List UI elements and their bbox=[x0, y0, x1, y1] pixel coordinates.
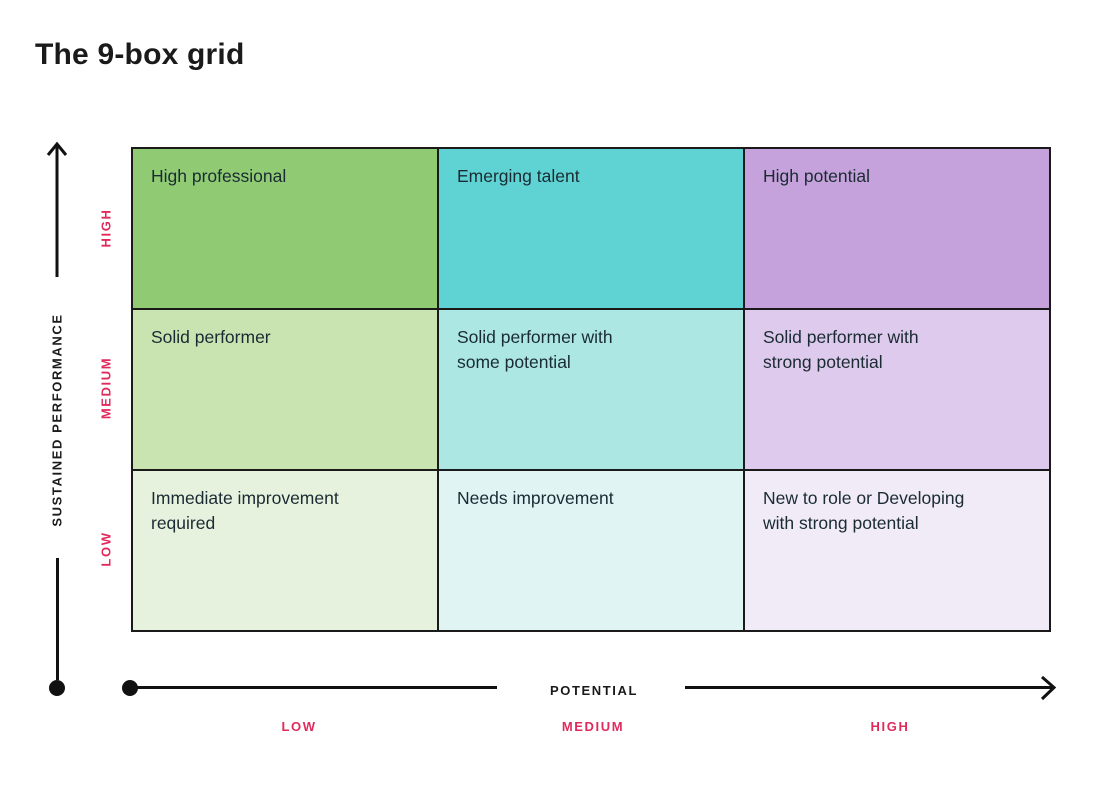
cell-solid-performer: Solid performer bbox=[133, 310, 437, 469]
cell-label: Solid performer with strong potential bbox=[763, 327, 919, 373]
cell-emerging-talent: Emerging talent bbox=[439, 149, 743, 308]
page-title: The 9-box grid bbox=[35, 38, 245, 71]
x-axis-arrow-icon bbox=[685, 675, 1057, 701]
x-axis-title: POTENTIAL bbox=[549, 683, 639, 698]
cell-label: New to role or Developing with strong po… bbox=[763, 488, 965, 534]
cell-solid-performer-some-potential: Solid performer with some potential bbox=[439, 310, 743, 469]
x-axis-line-left bbox=[130, 686, 497, 689]
cell-label: High professional bbox=[151, 166, 287, 186]
y-axis-arrow-icon bbox=[46, 141, 68, 277]
cell-label: Emerging talent bbox=[457, 166, 580, 186]
cell-label: High potential bbox=[763, 166, 871, 186]
x-tick-high: HIGH bbox=[870, 719, 910, 734]
nine-box-grid: High professional Emerging talent High p… bbox=[131, 147, 1051, 632]
cell-needs-improvement: Needs improvement bbox=[439, 471, 743, 630]
cell-new-to-role-developing: New to role or Developing with strong po… bbox=[745, 471, 1049, 630]
cell-immediate-improvement-required: Immediate improvement required bbox=[133, 471, 437, 630]
y-axis-origin-dot bbox=[49, 680, 65, 696]
y-axis-line bbox=[56, 558, 59, 680]
cell-label: Immediate improvement required bbox=[151, 488, 339, 534]
cell-solid-performer-strong-potential: Solid performer with strong potential bbox=[745, 310, 1049, 469]
cell-label: Solid performer bbox=[151, 327, 271, 347]
x-tick-medium: MEDIUM bbox=[561, 719, 625, 734]
cell-high-professional: High professional bbox=[133, 149, 437, 308]
cell-high-potential: High potential bbox=[745, 149, 1049, 308]
cell-label: Needs improvement bbox=[457, 488, 614, 508]
x-tick-low: LOW bbox=[281, 719, 317, 734]
cell-label: Solid performer with some potential bbox=[457, 327, 613, 373]
